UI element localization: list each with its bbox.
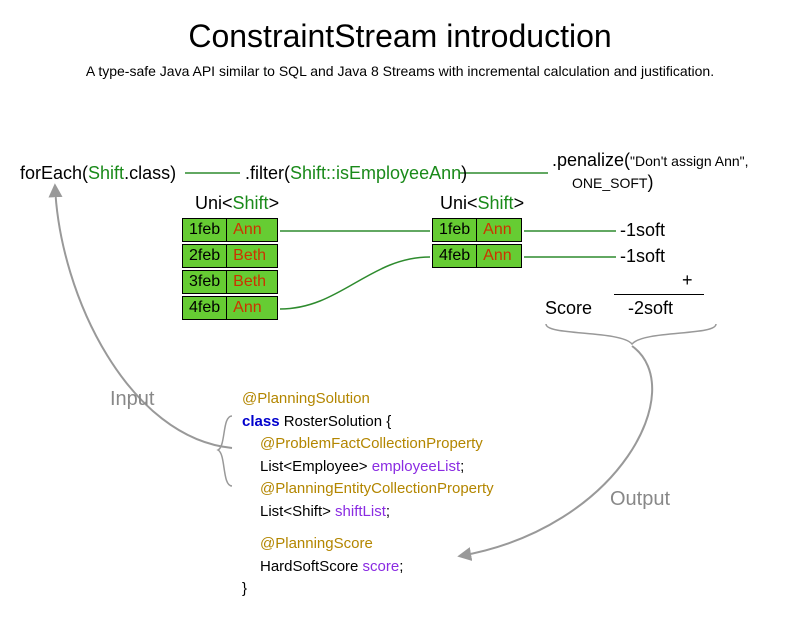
shift-name: Ann bbox=[227, 219, 267, 241]
shift-box: 3febBeth bbox=[182, 270, 278, 294]
shift-name: Ann bbox=[477, 219, 517, 241]
code-block: @PlanningSolution class RosterSolution {… bbox=[242, 388, 494, 601]
shift-box: 2febBeth bbox=[182, 244, 278, 268]
penalty-plus: + bbox=[682, 270, 693, 291]
shift-box: 1febAnn bbox=[182, 218, 278, 242]
api-foreach: forEach(Shift.class) bbox=[20, 163, 176, 184]
shift-box: 1febAnn bbox=[432, 218, 522, 242]
score-label: Score bbox=[545, 298, 592, 319]
shift-date: 1feb bbox=[183, 219, 227, 241]
shift-box: 4febAnn bbox=[182, 296, 278, 320]
shift-date: 1feb bbox=[433, 219, 477, 241]
score-rule bbox=[614, 294, 704, 295]
shift-date: 4feb bbox=[183, 297, 227, 319]
api-penalize: .penalize("Don't assign Ann", ONE_SOFT) bbox=[552, 150, 749, 193]
shift-name: Ann bbox=[227, 297, 267, 319]
score-value: -2soft bbox=[628, 298, 673, 319]
penalty-1: -1soft bbox=[620, 246, 665, 267]
output-label: Output bbox=[610, 488, 670, 511]
shift-name: Beth bbox=[227, 245, 272, 267]
shift-box: 4febAnn bbox=[432, 244, 522, 268]
input-label: Input bbox=[110, 388, 154, 411]
penalty-0: -1soft bbox=[620, 220, 665, 241]
shift-name: Ann bbox=[477, 245, 517, 267]
uni-label-left: Uni<Shift> bbox=[195, 193, 279, 214]
api-filter: .filter(Shift::isEmployeeAnn) bbox=[245, 163, 467, 184]
shift-name: Beth bbox=[227, 271, 272, 293]
shift-date: 4feb bbox=[433, 245, 477, 267]
shift-date: 2feb bbox=[183, 245, 227, 267]
uni-label-right: Uni<Shift> bbox=[440, 193, 524, 214]
shift-date: 3feb bbox=[183, 271, 227, 293]
